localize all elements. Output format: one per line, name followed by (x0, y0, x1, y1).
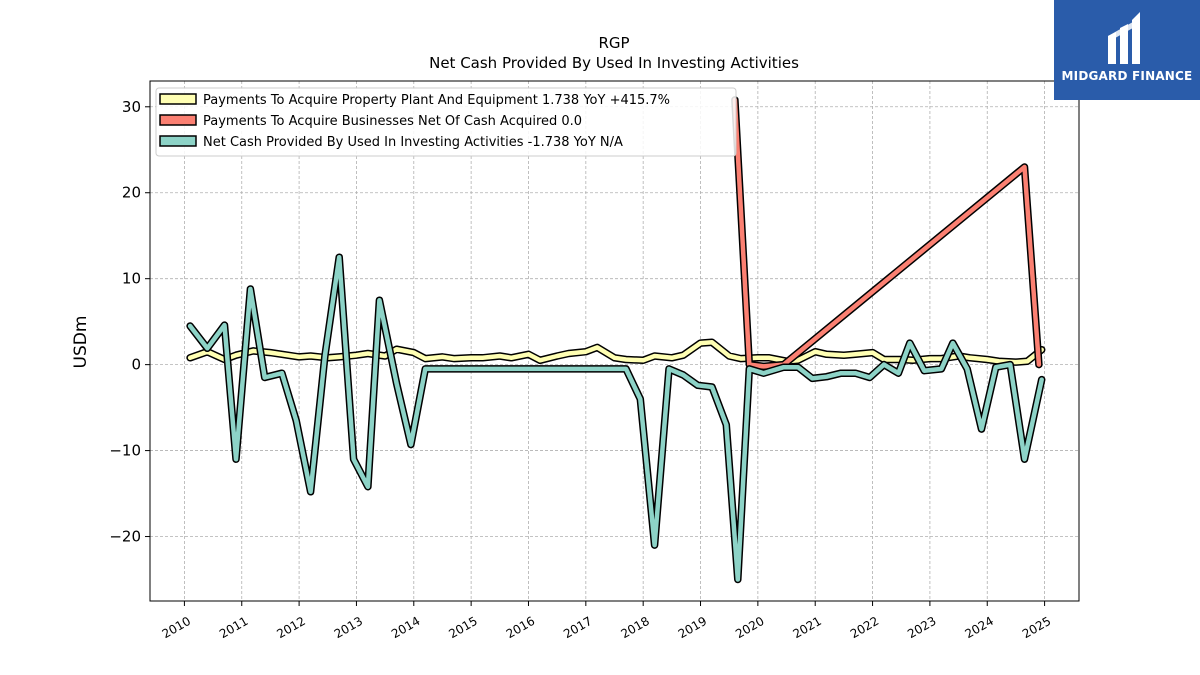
midgard-logo: MIDGARD FINANCE (1054, 0, 1200, 100)
x-tick-label: 2025 (1020, 614, 1053, 641)
legend-label: Payments To Acquire Property Plant And E… (203, 93, 670, 108)
series-line (732, 97, 1042, 369)
series-line (187, 254, 1044, 582)
legend-swatch (159, 93, 197, 105)
y-tick-label: 0 (131, 356, 141, 374)
y-tick-label: −10 (109, 442, 141, 460)
legend-swatch (159, 135, 197, 147)
legend-swatch (159, 114, 197, 126)
brand-name: MIDGARD FINANCE (1061, 69, 1193, 83)
x-tick-label: 2017 (561, 614, 594, 641)
x-tick-label: 2012 (274, 614, 307, 641)
x-tick-label: 2023 (905, 614, 938, 641)
series-layer (186, 96, 1046, 584)
legend: Payments To Acquire Property Plant And E… (155, 87, 737, 157)
legend-label: Net Cash Provided By Used In Investing A… (203, 135, 623, 150)
x-tick-label: 2015 (446, 614, 479, 641)
x-tick-label: 2010 (160, 614, 193, 641)
x-tick-label: 2020 (733, 614, 766, 641)
chart-subtitle: Net Cash Provided By Used In Investing A… (429, 54, 799, 72)
series-2 (186, 253, 1046, 584)
midgard-logo-icon (1108, 12, 1140, 64)
x-tick-label: 2016 (504, 614, 537, 641)
y-tick-label: 20 (122, 184, 141, 202)
x-tick-label: 2018 (618, 614, 651, 641)
x-tick-label: 2013 (332, 614, 365, 641)
y-tick-label: 10 (122, 270, 141, 288)
x-tick-label: 2022 (848, 614, 881, 641)
y-tick-label: −20 (109, 528, 141, 546)
plot-frame (149, 80, 1080, 602)
series-outline (731, 96, 1043, 371)
y-axis-label: USDm (71, 316, 91, 369)
x-tick-label: 2019 (676, 614, 709, 641)
chart-title: RGP (598, 34, 629, 52)
series-1 (731, 96, 1043, 371)
x-tick-label: 2021 (790, 614, 823, 641)
legend-label: Payments To Acquire Businesses Net Of Ca… (203, 114, 582, 129)
x-tick-label: 2011 (217, 614, 250, 641)
y-tick-label: 30 (122, 98, 141, 116)
legend-box (155, 87, 737, 157)
grid-lines (150, 81, 1079, 601)
x-tick-label: 2024 (963, 614, 996, 641)
x-tick-label: 2014 (389, 614, 422, 641)
